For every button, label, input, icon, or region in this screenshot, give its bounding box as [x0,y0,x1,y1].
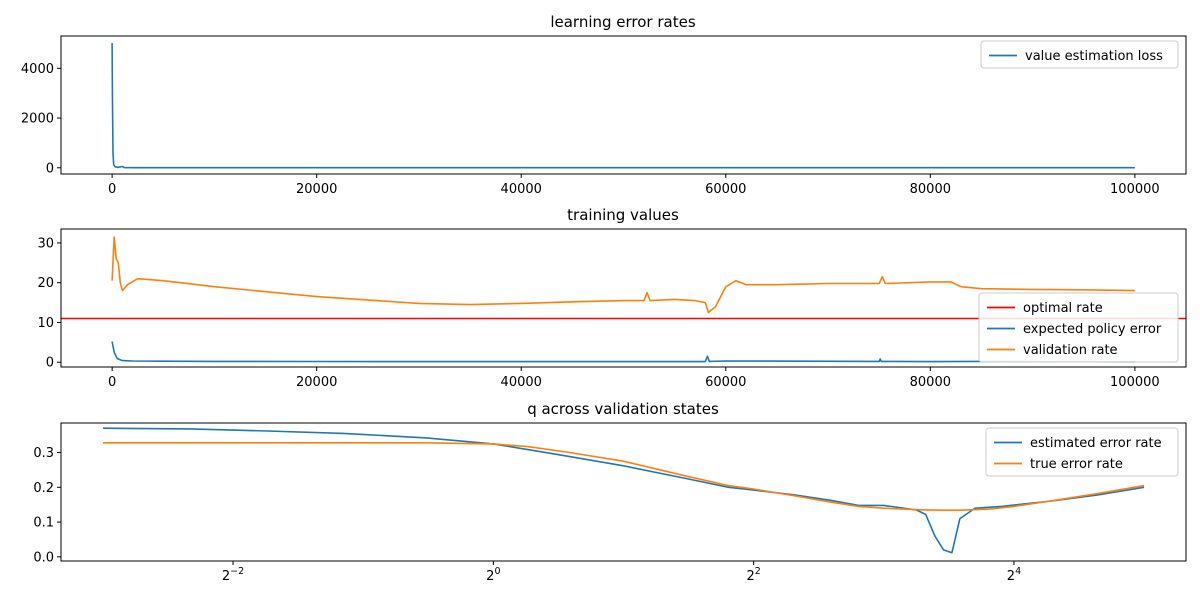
plot-area [102,427,1145,554]
y-tick-label: 20 [37,276,54,291]
y-tick-label: 0.2 [33,481,54,496]
legend-box [980,40,1179,69]
series-line-expected-policy-error [111,341,1135,363]
legend-label: estimated error rate [1030,436,1162,451]
legend-label: optimal rate [1023,301,1103,316]
axes-frame [60,35,1187,175]
y-tick-label: 0 [46,356,54,371]
x-axis: 0 20000 40000 60000 80000 100000 [108,367,1160,390]
x-tick-label: 22 [746,566,760,584]
x-tick-label: 60000 [705,182,746,197]
x-tick-label: 0 [108,375,116,390]
x-tick-label: 40000 [501,182,542,197]
legend: value estimation loss [980,40,1179,69]
x-tick-label: 80000 [910,375,951,390]
series-line-value-estimation-loss [111,42,1135,169]
axes-frame [60,228,1187,368]
legend-label: expected policy error [1023,322,1162,337]
y-tick-label: 30 [37,236,54,251]
y-tick-label: 2000 [21,112,54,127]
legend-box [978,292,1179,363]
y-tick-label: 0.1 [33,516,54,531]
y-tick-label: 0 [46,161,54,176]
legend-box [985,427,1179,477]
x-tick-label: 20 [486,566,500,584]
series-line-validation-rate [111,236,1135,314]
y-tick-label: 4000 [21,62,54,77]
legend: estimated error rate true error rate [985,427,1179,477]
y-tick-label: 10 [37,316,54,331]
y-tick-label: 0.3 [33,446,54,461]
axes-frame [60,422,1187,562]
x-tick-label: 0 [108,182,116,197]
x-tick-label: 20000 [296,375,337,390]
training-values-panel: training values 0 10 20 30 0 20000 40000 60000… [37,206,1187,390]
x-tick-label: 80000 [910,182,951,197]
x-axis: 0 20000 40000 60000 80000 100000 [108,174,1160,197]
x-tick-label: 24 [1007,566,1021,584]
chart-title: q across validation states [527,400,719,418]
x-tick-label: 100000 [1110,375,1160,390]
chart-title: training values [567,206,679,224]
chart-title: learning error rates [550,13,696,31]
legend-label: true error rate [1030,457,1123,472]
x-tick-label: 60000 [705,375,746,390]
legend: optimal rate expected policy error validat… [978,292,1179,363]
y-axis: 0 10 20 30 [37,236,61,371]
series-line-true-error-rate [102,441,1145,512]
legend-label: validation rate [1023,343,1118,358]
x-tick-label: 100000 [1110,182,1160,197]
plot-area [111,42,1135,169]
y-axis: 0 2000 4000 [21,62,61,176]
y-tick-label: 0.0 [33,550,54,565]
x-tick-label: 2−2 [222,566,244,584]
y-axis: 0.0 0.1 0.2 0.3 [33,446,61,565]
x-tick-label: 40000 [501,375,542,390]
q-across-validation-states-panel: q across validation states 0.00.10.20.3 … [33,400,1187,584]
learning-error-rates-panel: learning error rates 0 2000 4000 0 20000 400… [21,13,1187,197]
legend-label: value estimation loss [1025,49,1163,64]
x-tick-label: 20000 [296,182,337,197]
x-axis: 2−2 20 22 24 [222,561,1021,584]
